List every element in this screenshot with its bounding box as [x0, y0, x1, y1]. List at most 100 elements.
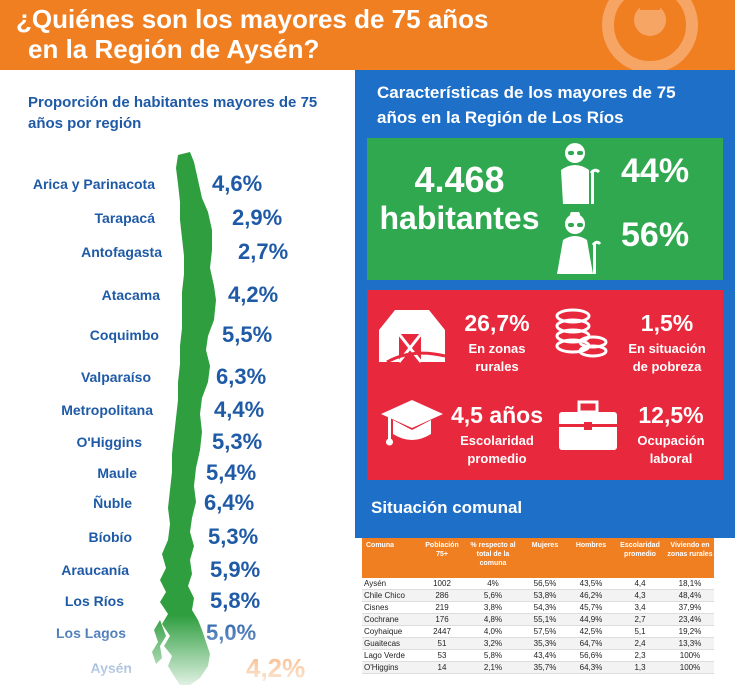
table-cell: Cisnes — [362, 601, 420, 614]
region-value: 5,3% — [212, 429, 263, 454]
table-cell: 35,7% — [522, 661, 568, 674]
region-row: Coquimbo 5,5% — [0, 321, 360, 349]
table-cell: 44,9% — [568, 613, 614, 626]
schooling-label-line2: promedio — [467, 451, 527, 466]
table-cell: 43,4% — [522, 649, 568, 662]
table-cell: 55,1% — [522, 613, 568, 626]
table-cell: 2,4 — [614, 637, 666, 650]
table-cell: 176 — [420, 613, 464, 626]
table-cell: Chile Chico — [362, 589, 420, 602]
graduation-cap-icon — [381, 400, 443, 446]
table-cell: 19,2% — [666, 625, 714, 638]
table-cell: 2,7 — [614, 613, 666, 626]
column-header: % respecto al total de la comuna — [464, 538, 522, 578]
male-percentage: 44% — [621, 152, 690, 190]
table-row: O'Higgins 14 2,1% 35,7% 64,3% 1,3 100% — [362, 661, 714, 674]
table-cell: 2,3 — [614, 649, 666, 662]
region-row: Atacama 4,2% — [0, 281, 360, 309]
column-header: Mujeres — [522, 538, 568, 578]
region-row: Bíobío 5,3% — [0, 523, 360, 551]
poverty-label-line2: de pobreza — [632, 359, 702, 374]
region-row: Antofagasta 2,7% — [0, 238, 360, 266]
employment-label: Ocupación laboral — [621, 432, 721, 468]
region-value-highlight: 4,2% — [246, 653, 306, 683]
table-cell: 56,5% — [522, 578, 568, 590]
region-name: Tarapacá — [94, 210, 155, 226]
table-cell: 53,8% — [522, 589, 568, 602]
region-value: 4,4% — [214, 397, 265, 422]
table-row: Chile Chico 286 5,6% 53,8% 46,2% 4,3 48,… — [362, 589, 714, 602]
briefcase-icon — [559, 400, 617, 450]
table-cell: 5,6% — [464, 589, 522, 602]
table-cell: 4,0% — [464, 625, 522, 638]
population-label: habitantes — [379, 200, 540, 236]
table-cell: 45,7% — [568, 601, 614, 614]
rural-label-line1: En zonas — [468, 341, 526, 356]
region-value: 6,4% — [204, 490, 255, 515]
region-row: Tarapacá 2,9% — [0, 204, 360, 232]
region-name: Coquimbo — [89, 327, 159, 343]
region-name: Arica y Parinacota — [32, 176, 155, 192]
region-value: 5,4% — [206, 460, 257, 485]
table-cell: Lago Verde — [362, 649, 420, 662]
region-row: Arica y Parinacota 4,6% — [0, 170, 360, 198]
table-cell: 1002 — [420, 578, 464, 590]
region-name: Bíobío — [88, 529, 132, 545]
employment-value: 12,5% — [638, 402, 704, 428]
schooling-value: 4,5 años — [450, 402, 544, 428]
region-name: Los Ríos — [64, 593, 124, 609]
region-row: Metropolitana 4,4% — [0, 396, 360, 424]
table-row: Coyhaique 2447 4,0% 57,5% 42,5% 5,1 19,2… — [362, 625, 714, 638]
table-cell: 2,1% — [464, 661, 522, 674]
title-line-2: en la Región de Aysén? — [28, 34, 320, 64]
comunal-table-container: Comuna Población 75+ % respecto al total… — [355, 538, 735, 685]
table-cell: 5,8% — [464, 649, 522, 662]
table-cell: 54,3% — [522, 601, 568, 614]
title-line-1: ¿Quiénes son los mayores de 75 años — [16, 4, 489, 34]
region-name: Ñuble — [93, 495, 132, 511]
elderly-man-icon — [561, 143, 601, 204]
table-cell: 56,6% — [568, 649, 614, 662]
table-row: Aysén 1002 4% 56,5% 43,5% 4,4 18,1% — [362, 578, 714, 590]
region-row: Aysén 4,2% — [0, 654, 360, 682]
column-header: Viviendo en zonas rurales — [666, 538, 714, 578]
region-name: Aysén — [90, 660, 132, 676]
table-header-row: Comuna Población 75+ % respecto al total… — [362, 538, 714, 578]
table-cell: Cochrane — [362, 613, 420, 626]
header-banner: ¿Quiénes son los mayores de 75 años en l… — [0, 0, 735, 73]
region-value: 5,8% — [210, 588, 261, 613]
table-cell: 2447 — [420, 625, 464, 638]
table-cell: 3,4 — [614, 601, 666, 614]
table-cell: 4,4 — [614, 578, 666, 590]
region-name: Los Lagos — [55, 625, 126, 641]
elderly-woman-icon — [557, 212, 601, 274]
poverty-label: En situación de pobreza — [617, 340, 717, 376]
region-row: Los Lagos 5,0% — [0, 619, 360, 647]
table-cell: 13,3% — [666, 637, 714, 650]
table-cell: 53 — [420, 649, 464, 662]
table-row: Cisnes 219 3,8% 54,3% 45,7% 3,4 37,9% — [362, 601, 714, 614]
region-name: Metropolitana — [61, 402, 153, 418]
schooling-label: Escolaridad promedio — [447, 432, 547, 468]
region-value: 5,3% — [208, 524, 259, 549]
characteristics-panel: Características de los mayores de 75 año… — [355, 70, 735, 685]
region-row: Los Ríos 5,8% — [0, 587, 360, 615]
employment-label-line2: laboral — [649, 451, 693, 466]
table-cell: Aysén — [362, 578, 420, 590]
female-percentage: 56% — [621, 216, 690, 254]
region-row: Valparaíso 6,3% — [0, 363, 360, 391]
column-header: Comuna — [362, 538, 420, 578]
table-cell: 3,8% — [464, 601, 522, 614]
schooling-label-line1: Escolaridad — [460, 433, 534, 448]
table-cell: 23,4% — [666, 613, 714, 626]
region-value: 5,9% — [210, 557, 261, 582]
table-cell: 37,9% — [666, 601, 714, 614]
rural-label-line2: rurales — [475, 359, 519, 374]
table-row: Cochrane 176 4,8% 55,1% 44,9% 2,7 23,4% — [362, 613, 714, 626]
table-cell: 43,5% — [568, 578, 614, 590]
column-header: Población 75+ — [420, 538, 464, 578]
region-row: Araucanía 5,9% — [0, 556, 360, 584]
table-cell: 4,3 — [614, 589, 666, 602]
population-box: 4.468 habitantes 44% 56% — [367, 138, 723, 280]
population-number: 4.468 — [414, 159, 505, 200]
